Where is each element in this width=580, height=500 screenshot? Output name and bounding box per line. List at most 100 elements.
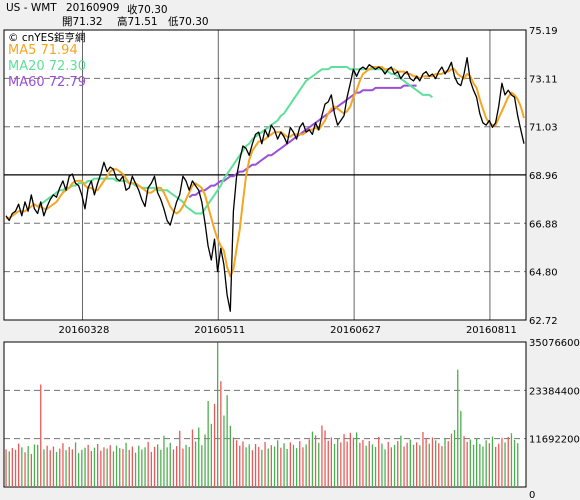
- brand-text: cnYES鉅亨網: [21, 32, 86, 44]
- volume-bar: [356, 432, 358, 487]
- volume-bar: [510, 433, 513, 487]
- volume-bar: [109, 445, 111, 487]
- volume-bar: [223, 415, 225, 487]
- header-low: 低70.30: [168, 16, 209, 28]
- volume-bar: [134, 452, 137, 487]
- volume-bar: [397, 441, 399, 487]
- volume-bar: [188, 446, 190, 487]
- ma60-line: [188, 84, 417, 199]
- header-high: 高71.51: [117, 16, 158, 28]
- volume-bar: [498, 443, 500, 487]
- volume-bar: [18, 443, 20, 487]
- volume-bar: [460, 410, 462, 487]
- volume-bar: [371, 444, 374, 487]
- volume-bar: [352, 437, 355, 487]
- volume-bar: [100, 450, 102, 487]
- volume-bar: [495, 446, 497, 487]
- volume-bar: [441, 446, 443, 487]
- volume-bar: [403, 446, 405, 487]
- volume-bar: [46, 445, 48, 487]
- volume-bar: [179, 430, 181, 487]
- price-y-tick-label: 73.11: [529, 74, 558, 85]
- volume-bar: [59, 448, 61, 487]
- volume-bar: [141, 449, 143, 487]
- header-close: 收70.30: [127, 4, 168, 16]
- volume-bar: [308, 439, 310, 487]
- volume-bar: [226, 395, 228, 487]
- volume-bar: [191, 429, 194, 487]
- volume-bar: [248, 444, 250, 487]
- volume-bar: [52, 446, 55, 487]
- volume-bar: [33, 444, 36, 487]
- volume-y-tick-label: 11692200: [529, 435, 580, 446]
- volume-bar: [491, 436, 494, 487]
- volume-bar: [169, 442, 171, 487]
- volume-bar: [5, 449, 7, 487]
- volume-bar: [166, 447, 168, 487]
- volume-bar: [463, 436, 465, 487]
- volume-bar: [201, 445, 203, 487]
- volume-bar: [438, 443, 440, 487]
- volume-bar: [318, 442, 320, 487]
- volume-bar: [106, 448, 108, 487]
- volume-bar: [21, 447, 23, 487]
- volume-bar: [71, 449, 73, 487]
- volume-bar: [362, 439, 364, 487]
- price-y-tick-label: 75.19: [529, 26, 558, 37]
- volume-bar: [30, 453, 32, 487]
- volume-bar: [387, 441, 389, 487]
- volume-bar: [337, 439, 339, 487]
- volume-bar: [346, 441, 348, 487]
- volume-bar: [384, 449, 386, 487]
- volume-bar: [14, 449, 17, 487]
- volume-bar: [194, 441, 197, 487]
- volume-bar: [264, 441, 266, 487]
- volume-bar: [207, 401, 209, 487]
- volume-bar: [457, 369, 459, 487]
- volume-bar: [11, 448, 13, 487]
- volume-bar: [488, 443, 490, 487]
- volume-bar: [229, 425, 231, 487]
- volume-bar: [144, 447, 146, 487]
- volume-bar: [416, 442, 418, 487]
- volume-bar: [517, 443, 519, 487]
- volume-bar: [286, 449, 288, 487]
- volume-bar: [239, 445, 241, 487]
- volume-bar: [49, 450, 51, 487]
- volume-bar: [220, 381, 222, 487]
- price-x-ticks: 20160328 20160511 20160627 20160811: [58, 325, 516, 336]
- volume-bar: [267, 448, 269, 487]
- volume-bar: [258, 446, 260, 487]
- volume-bar: [115, 445, 118, 487]
- volume-bar: [444, 438, 446, 487]
- volume-bar: [333, 444, 336, 487]
- price-line: [5, 57, 525, 312]
- volume-bar: [150, 451, 152, 487]
- volume-bar: [365, 445, 367, 487]
- volume-bar: [305, 444, 307, 487]
- volume-bar: [406, 442, 408, 487]
- volume-bar: [299, 441, 301, 487]
- volume-bar: [289, 442, 291, 487]
- volume-bar: [311, 431, 314, 487]
- volume-bar: [327, 440, 329, 487]
- volume-bar: [482, 446, 484, 487]
- header-date: 20160909: [66, 2, 120, 14]
- volume-bar: [501, 437, 503, 487]
- volume-bar: [55, 451, 58, 487]
- volume-bar: [122, 449, 124, 487]
- volume-bar: [138, 445, 140, 487]
- volume-bar: [261, 449, 263, 487]
- price-y-tick-label: 66.88: [529, 219, 558, 230]
- volume-y-tick-label: 0: [529, 490, 535, 500]
- volume-bar: [119, 448, 121, 487]
- volume-bar: [172, 449, 175, 487]
- legend-ma20: MA20 72.30: [8, 59, 86, 74]
- volume-bar: [185, 444, 187, 487]
- volume-bar: [390, 447, 392, 487]
- volume-y-tick-label: 23384400: [529, 386, 580, 397]
- volume-bar: [210, 423, 212, 487]
- volume-bar: [270, 445, 272, 487]
